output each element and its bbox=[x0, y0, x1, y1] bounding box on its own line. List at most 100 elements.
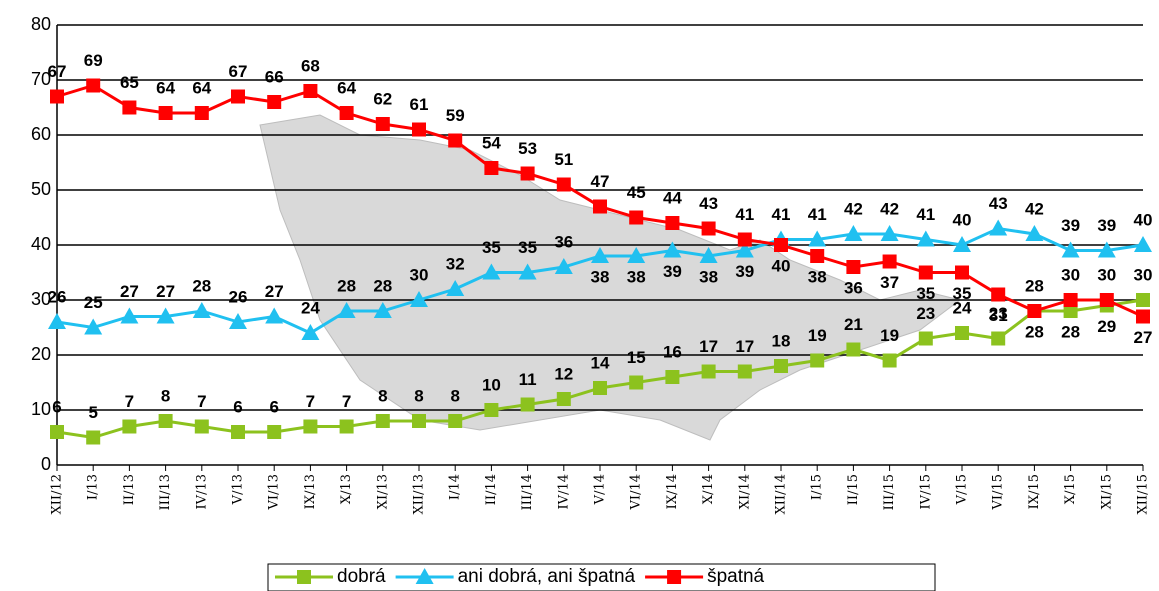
x-tick-label: III/13 bbox=[158, 474, 173, 510]
data-label: 64 bbox=[156, 78, 175, 97]
x-tick-label: X/14 bbox=[701, 474, 716, 504]
marker bbox=[844, 225, 863, 241]
data-label: 59 bbox=[446, 106, 465, 125]
y-tick-label: 40 bbox=[31, 234, 51, 254]
data-label: 38 bbox=[591, 267, 610, 286]
legend-marker bbox=[415, 568, 434, 584]
marker bbox=[699, 247, 718, 263]
data-label: 28 bbox=[373, 276, 392, 295]
data-label: 44 bbox=[663, 188, 682, 207]
marker bbox=[267, 95, 282, 109]
data-label: 28 bbox=[337, 276, 356, 295]
x-tick-label: IX/13 bbox=[303, 474, 318, 509]
marker bbox=[774, 238, 788, 252]
marker bbox=[1063, 304, 1078, 318]
marker bbox=[48, 313, 66, 329]
marker bbox=[701, 364, 716, 379]
x-tick-label: I/15 bbox=[810, 474, 825, 500]
marker bbox=[375, 117, 390, 131]
marker bbox=[591, 247, 609, 263]
marker bbox=[916, 230, 935, 247]
marker bbox=[84, 318, 103, 335]
data-label: 8 bbox=[414, 386, 423, 405]
data-label: 41 bbox=[772, 205, 791, 224]
marker bbox=[231, 425, 245, 439]
data-label: 28 bbox=[1025, 276, 1044, 295]
x-tick-label: IV/14 bbox=[556, 474, 571, 509]
marker bbox=[1099, 293, 1114, 307]
data-label: 37 bbox=[880, 273, 899, 292]
data-label: 19 bbox=[808, 326, 827, 345]
legend-label: dobrá bbox=[337, 566, 386, 587]
y-tick-label: 70 bbox=[31, 69, 51, 89]
data-label: 18 bbox=[772, 331, 791, 350]
marker bbox=[665, 216, 680, 230]
marker bbox=[86, 430, 101, 445]
data-label: 6 bbox=[269, 397, 278, 416]
data-label: 24 bbox=[953, 298, 972, 317]
marker bbox=[810, 353, 825, 368]
legend-marker bbox=[667, 570, 682, 584]
data-label: 42 bbox=[1025, 199, 1044, 218]
data-label: 10 bbox=[482, 375, 501, 394]
x-tick-label: VI/14 bbox=[629, 474, 644, 510]
marker bbox=[303, 84, 318, 98]
marker bbox=[882, 254, 897, 269]
marker bbox=[122, 419, 137, 434]
marker bbox=[375, 414, 390, 428]
data-label: 35 bbox=[518, 238, 537, 257]
data-label: 25 bbox=[84, 293, 103, 312]
data-label: 7 bbox=[125, 392, 134, 411]
marker bbox=[846, 260, 861, 274]
marker bbox=[265, 307, 284, 324]
marker bbox=[627, 247, 646, 263]
marker bbox=[303, 419, 318, 434]
data-label: 65 bbox=[120, 73, 139, 92]
marker bbox=[991, 287, 1006, 302]
data-label: 7 bbox=[306, 392, 315, 411]
x-tick-label: XI/13 bbox=[375, 474, 390, 509]
y-tick-label: 30 bbox=[31, 289, 51, 309]
marker bbox=[50, 89, 64, 104]
data-label: 35 bbox=[916, 284, 935, 303]
marker bbox=[737, 364, 752, 379]
data-label: 26 bbox=[48, 287, 67, 306]
marker bbox=[918, 265, 933, 280]
marker bbox=[337, 302, 356, 318]
x-tick-label: XI/15 bbox=[1099, 474, 1114, 509]
marker bbox=[1134, 236, 1152, 252]
marker bbox=[918, 331, 933, 346]
data-label: 23 bbox=[916, 304, 935, 323]
data-label: 21 bbox=[844, 315, 863, 334]
x-tick-label: I/13 bbox=[86, 474, 101, 500]
data-label: 12 bbox=[554, 364, 573, 383]
data-label: 43 bbox=[699, 194, 718, 213]
marker bbox=[518, 263, 537, 280]
data-label: 40 bbox=[1134, 210, 1153, 229]
data-label: 28 bbox=[1061, 322, 1080, 341]
x-tick-label: XII/13 bbox=[412, 474, 427, 514]
data-label: 31 bbox=[989, 306, 1008, 325]
marker bbox=[955, 326, 969, 340]
x-tick-label: XII/12 bbox=[50, 474, 65, 514]
data-label: 28 bbox=[1025, 322, 1044, 341]
marker bbox=[629, 210, 644, 225]
marker bbox=[955, 265, 969, 280]
data-label: 29 bbox=[1097, 317, 1116, 336]
data-label: 69 bbox=[84, 51, 103, 70]
x-tick-label: X/13 bbox=[339, 474, 354, 504]
marker bbox=[991, 331, 1006, 346]
x-tick-label: V/15 bbox=[955, 474, 970, 505]
data-label: 8 bbox=[450, 386, 459, 405]
data-label: 24 bbox=[301, 298, 320, 317]
data-label: 32 bbox=[446, 254, 465, 273]
marker bbox=[846, 342, 861, 357]
data-label: 14 bbox=[591, 353, 610, 372]
marker bbox=[156, 307, 175, 324]
x-tick-label: X/15 bbox=[1063, 474, 1078, 504]
marker bbox=[158, 414, 173, 428]
data-label: 45 bbox=[627, 183, 646, 202]
marker bbox=[120, 307, 139, 324]
marker bbox=[520, 166, 535, 181]
marker bbox=[735, 241, 754, 258]
